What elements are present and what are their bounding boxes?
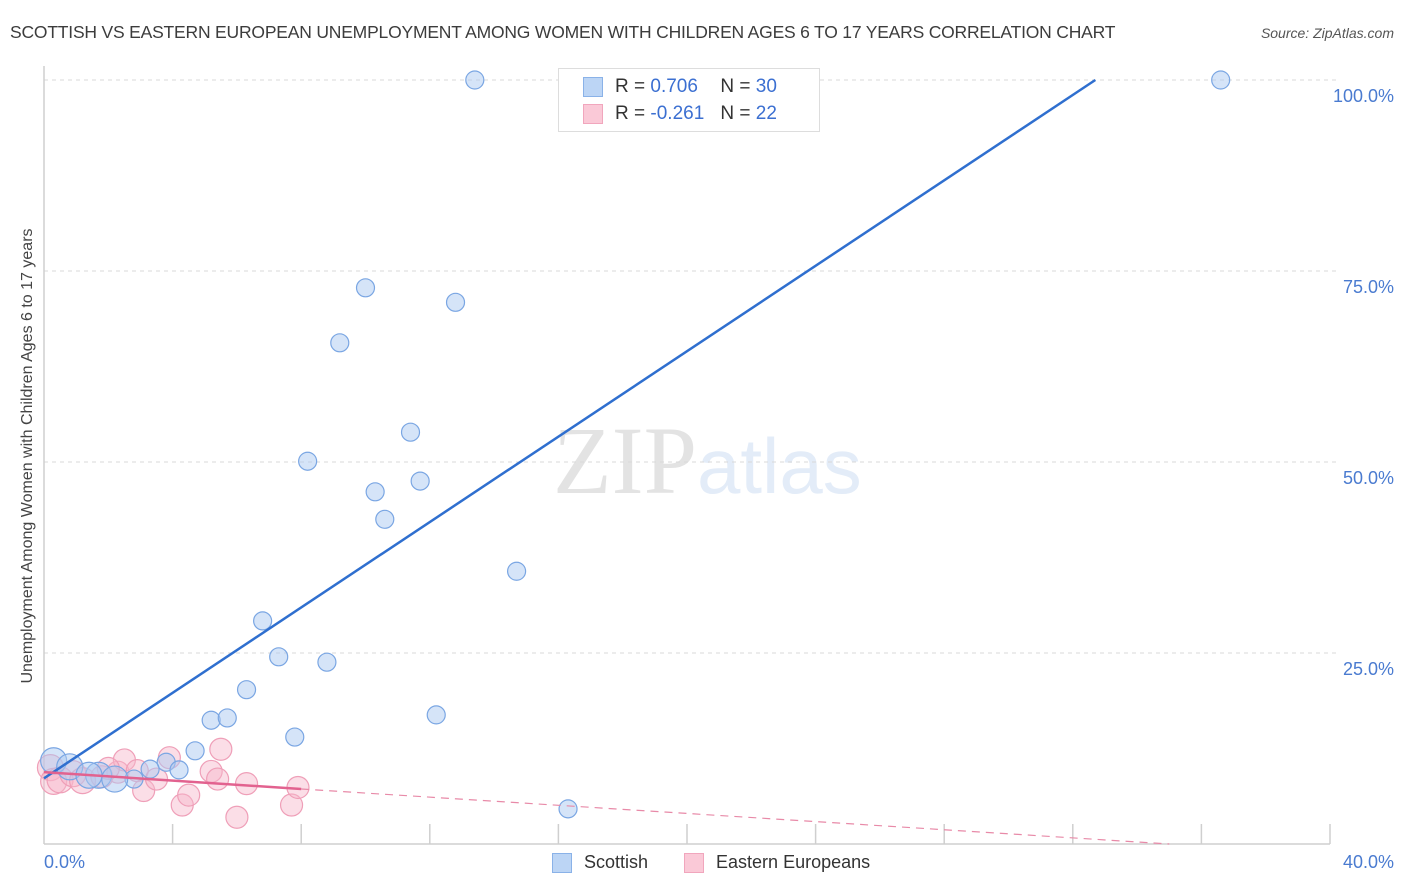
scottish-point[interactable] — [330, 333, 350, 353]
eastern-europeans-point[interactable] — [279, 793, 304, 817]
source-credit: Source: ZipAtlas.com — [1260, 25, 1394, 41]
correlation-legend: R = 0.706 N = 30 R = -0.261 N = 22 — [558, 68, 820, 132]
n-label: N = — [720, 103, 751, 124]
scottish-trendline — [43, 78, 1096, 780]
r-label: R = — [615, 76, 646, 97]
eastern-europeans-point[interactable] — [209, 737, 233, 761]
y-tick-100: 100.0% — [1332, 86, 1394, 106]
r-label: R = — [615, 103, 646, 124]
legend-label: Scottish — [584, 852, 649, 872]
eastern-europeans-point[interactable] — [225, 805, 249, 829]
r-value: -0.261 — [650, 103, 705, 124]
scottish-point[interactable] — [445, 292, 466, 312]
scottish-point[interactable] — [1211, 70, 1231, 90]
scottish-point[interactable] — [201, 710, 221, 730]
scottish-point[interactable] — [355, 278, 376, 298]
scottish-point[interactable] — [185, 741, 205, 761]
eastern-europeans-trendline-extension — [301, 788, 1170, 845]
legend-item-eastern-europeans[interactable]: Eastern Europeans — [684, 852, 870, 873]
scottish-point[interactable] — [426, 705, 446, 725]
scottish-point[interactable] — [285, 727, 305, 747]
scottish-point[interactable] — [400, 422, 421, 442]
eastern-europeans-point[interactable] — [234, 772, 259, 796]
y-tick-75: 75.0% — [1342, 277, 1394, 297]
legend-item-scottish[interactable]: Scottish — [552, 852, 648, 873]
eastern-europeans-swatch-icon — [684, 852, 705, 873]
zipatlas-watermark: ZIPatlas — [553, 405, 862, 516]
scottish-point[interactable] — [169, 760, 189, 780]
chart-title: SCOTTISH VS EASTERN EUROPEAN UNEMPLOYMEN… — [10, 22, 1116, 42]
scottish-point[interactable] — [558, 799, 578, 819]
scottish-point[interactable] — [140, 759, 160, 779]
scottish-point[interactable] — [253, 611, 273, 631]
y-tick-25: 25.0% — [1342, 659, 1394, 679]
scottish-point[interactable] — [269, 647, 289, 667]
legend-label: Eastern Europeans — [716, 852, 871, 872]
eastern-europeans-trendline — [43, 770, 302, 791]
scottish-point[interactable] — [365, 482, 385, 502]
scottish-swatch-icon — [552, 852, 572, 873]
scottish-point[interactable] — [217, 708, 237, 728]
x-tick-max: 40.0% — [1342, 852, 1394, 872]
eastern-europeans-point[interactable] — [177, 783, 201, 807]
trendlines — [43, 78, 1170, 845]
legend-row-eastern-europeans: R = -0.261 N = 22 — [583, 102, 777, 126]
n-value: 22 — [755, 103, 777, 124]
scottish-point[interactable] — [465, 70, 485, 90]
scottish-point[interactable] — [101, 765, 129, 793]
r-value: 0.706 — [650, 76, 698, 97]
gridlines — [44, 79, 1340, 654]
eastern-europeans-point[interactable] — [206, 767, 230, 791]
scottish-point[interactable] — [507, 561, 527, 581]
scottish-point[interactable] — [317, 652, 337, 672]
watermark-atlas: atlas — [697, 422, 862, 510]
scottish-swatch-icon — [583, 77, 603, 97]
scottish-point[interactable] — [410, 471, 430, 491]
scottish-points — [40, 70, 1231, 819]
scottish-point[interactable] — [375, 509, 395, 529]
scottish-point[interactable] — [236, 680, 257, 700]
scottish-point[interactable] — [298, 451, 318, 471]
n-value: 30 — [755, 76, 777, 97]
axes — [43, 66, 1331, 845]
y-tick-50: 50.0% — [1342, 468, 1394, 488]
n-label: N = — [720, 76, 751, 97]
series-legend: Scottish Eastern Europeans — [552, 852, 906, 873]
legend-row-scottish: R = 0.706 N = 30 — [583, 75, 777, 99]
y-axis-label: Unemployment Among Women with Children A… — [19, 228, 36, 684]
eastern-europeans-swatch-icon — [583, 104, 603, 124]
x-tick-min: 0.0% — [44, 852, 86, 872]
